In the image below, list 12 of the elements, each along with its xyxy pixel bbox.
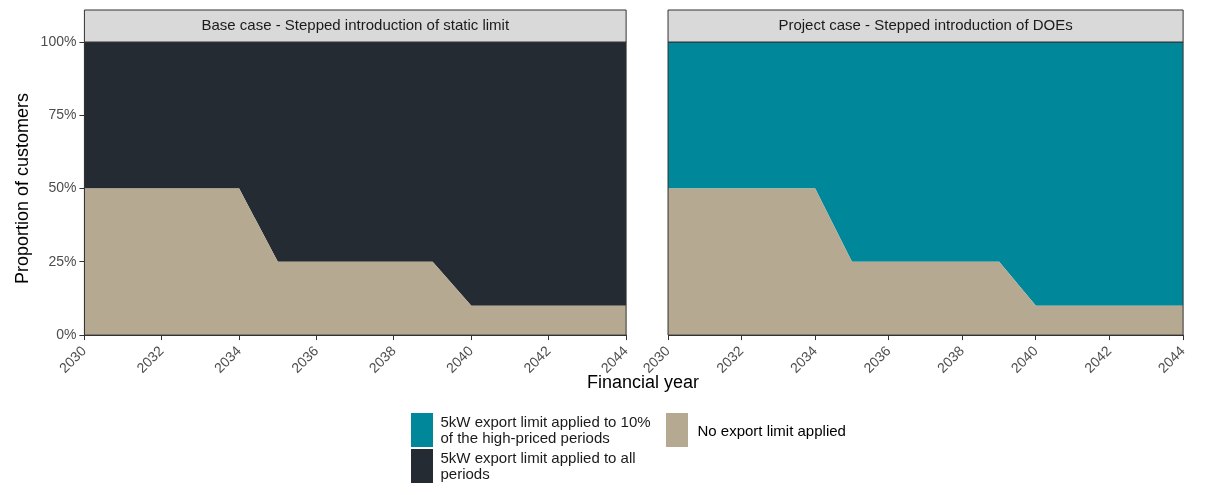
- legend-label: 5kW export limit applied to 10% of the high-priced periods: [440, 413, 652, 446]
- y-tick-label: 0%: [56, 325, 77, 342]
- y-axis-title: Proportion of customers: [11, 93, 32, 285]
- y-tick-label: 75%: [48, 106, 77, 123]
- chart-title: Project case - Stepped introduction of DOEs: [778, 16, 1073, 34]
- x-axis-title: Financial year: [586, 372, 700, 392]
- y-tick-label: 100%: [40, 32, 77, 49]
- chart-title: Base case - Stepped introduction of static limit: [201, 16, 510, 34]
- y-tick-label: 25%: [48, 252, 77, 269]
- legend-label: No export limit applied: [697, 421, 846, 439]
- y-tick-label: 50%: [48, 179, 77, 196]
- legend-label: 5kW export limit applied to all periods: [440, 449, 637, 482]
